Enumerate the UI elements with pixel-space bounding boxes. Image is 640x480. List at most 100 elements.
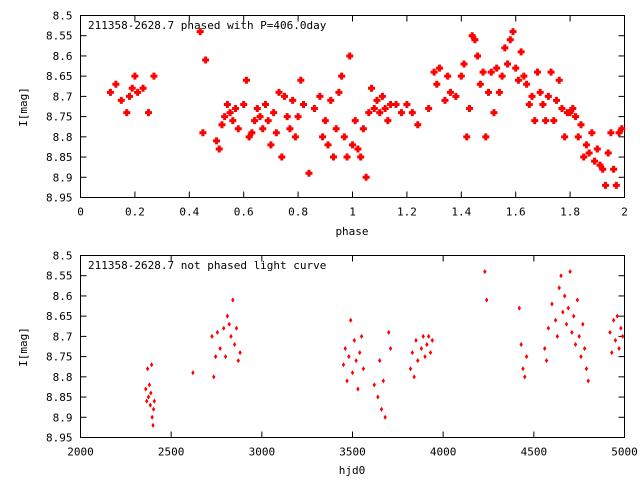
data-point (617, 346, 621, 352)
data-point (615, 313, 619, 319)
data-points (144, 269, 625, 428)
data-point (213, 354, 218, 360)
data-point (582, 346, 587, 352)
data-point (245, 133, 253, 141)
data-point (297, 76, 305, 84)
axis-ticks: 2000 2500 3000 3500 4000 4500 5000 8.5 8.55 8.6 8.… (46, 250, 638, 459)
data-point (123, 109, 131, 117)
data-point (251, 117, 259, 125)
data-point (536, 88, 544, 96)
data-point (202, 56, 210, 64)
x-tick-label: 0.6 (234, 206, 254, 219)
data-point (319, 133, 327, 141)
data-point (223, 100, 231, 108)
data-point (348, 317, 353, 323)
data-point (452, 92, 460, 100)
data-point (433, 80, 441, 88)
data-point (423, 354, 427, 360)
data-point (218, 121, 226, 129)
data-point (528, 92, 536, 100)
data-point (381, 378, 386, 384)
data-point (144, 386, 148, 392)
data-point (610, 165, 618, 173)
data-point (482, 133, 490, 141)
y-tick-label: 8.65 (46, 310, 73, 323)
data-point (559, 273, 563, 279)
data-point (428, 350, 433, 356)
data-point (150, 72, 158, 80)
data-point (212, 374, 216, 380)
data-point (581, 321, 585, 327)
data-point (611, 317, 616, 323)
data-point (149, 362, 154, 368)
data-point (566, 109, 574, 117)
data-point (378, 92, 386, 100)
data-point (316, 92, 324, 100)
y-tick-label: 8.85 (46, 151, 73, 164)
data-point (416, 358, 420, 364)
data-point (604, 149, 612, 157)
data-point (501, 44, 509, 52)
data-point (588, 129, 596, 137)
x-tick-label: 1.6 (506, 206, 526, 219)
data-point (561, 309, 565, 315)
data-point (403, 100, 411, 108)
data-point (259, 125, 267, 133)
data-point (291, 133, 299, 141)
data-point (341, 362, 346, 368)
data-point (270, 109, 278, 117)
y-tick-label: 8.8 (53, 371, 73, 384)
data-point (542, 117, 550, 125)
data-point (506, 36, 514, 44)
data-point (436, 64, 444, 72)
data-point (368, 84, 376, 92)
data-point (117, 96, 125, 104)
y-tick-label: 8.95 (46, 192, 73, 205)
data-point (520, 72, 528, 80)
x-tick-label: 3000 (249, 446, 276, 459)
data-point (232, 341, 237, 347)
data-point (379, 406, 384, 412)
data-point (145, 366, 150, 372)
data-point (226, 109, 234, 117)
data-point (139, 84, 147, 92)
data-point (223, 354, 228, 360)
data-point (152, 398, 157, 404)
data-point (365, 109, 373, 117)
data-point (392, 100, 400, 108)
data-point (191, 370, 195, 376)
data-point (444, 72, 452, 80)
data-point (566, 305, 570, 311)
data-point (441, 96, 449, 104)
data-point (359, 125, 367, 133)
data-point (414, 337, 418, 343)
data-point (557, 285, 561, 291)
data-point (612, 181, 620, 189)
data-point (490, 109, 498, 117)
data-point (147, 382, 152, 388)
y-tick-label: 8.5 (53, 250, 73, 263)
data-point (514, 76, 522, 84)
data-points (106, 28, 626, 189)
data-point (577, 121, 585, 129)
data-point (221, 113, 229, 121)
data-point (275, 88, 283, 96)
data-point (562, 293, 567, 299)
data-point (591, 157, 599, 165)
data-point (294, 113, 302, 121)
data-point (412, 374, 416, 380)
data-point (357, 153, 365, 161)
data-point (370, 105, 378, 113)
data-point (586, 378, 590, 384)
data-point (264, 117, 272, 125)
data-point (619, 325, 623, 331)
data-point (361, 366, 366, 372)
data-point (238, 350, 242, 356)
y-tick-label: 8.85 (46, 391, 73, 404)
x-tick-label: 0 (77, 206, 84, 219)
x-tick-label: 1.8 (560, 206, 580, 219)
data-point (340, 133, 348, 141)
data-point (575, 297, 580, 303)
data-point (533, 68, 541, 76)
